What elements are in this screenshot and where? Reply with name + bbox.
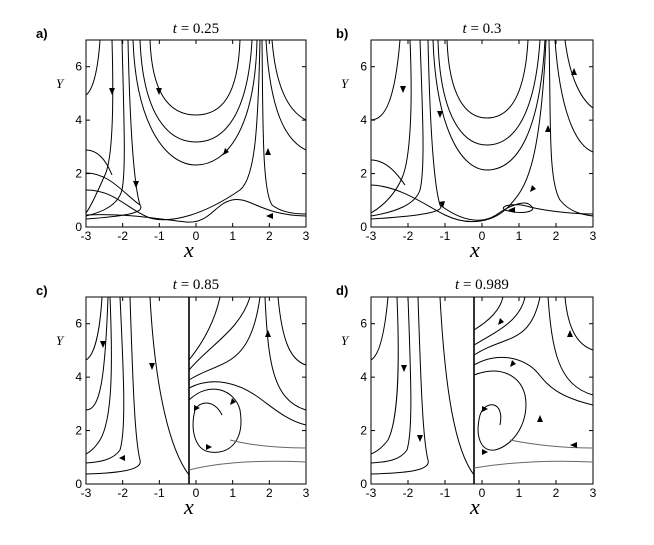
x-tick-label: -3 bbox=[81, 229, 92, 243]
flow-arrows bbox=[401, 318, 577, 455]
y-tick-label: 6 bbox=[75, 317, 82, 331]
y-tick-label: 0 bbox=[75, 220, 82, 234]
x-tick-label: 2 bbox=[553, 486, 560, 500]
y-tick-label: 0 bbox=[360, 220, 367, 234]
x-tick-label: -2 bbox=[403, 486, 414, 500]
y-tick-label: 0 bbox=[75, 477, 82, 491]
x-tick-label: 3 bbox=[303, 229, 310, 243]
panel-b: b) t = 0.3 bbox=[336, 21, 594, 228]
panel-title: t = 0.989 bbox=[455, 277, 509, 293]
y-tick-label: 4 bbox=[75, 113, 82, 127]
flow-arrows bbox=[100, 330, 271, 461]
x-tick-label: -1 bbox=[440, 229, 451, 243]
x-tick-label: -3 bbox=[366, 229, 377, 243]
y-tick-label: 4 bbox=[360, 370, 367, 384]
panel-title: t = 0.25 bbox=[173, 21, 219, 37]
x-tick-label: -2 bbox=[117, 486, 128, 500]
y-tick-label: 6 bbox=[360, 60, 367, 74]
streamlines bbox=[371, 40, 593, 223]
panel-letter: a) bbox=[36, 26, 48, 41]
x-tick-label: -2 bbox=[403, 229, 414, 243]
x-tick-label: 0 bbox=[479, 486, 486, 500]
y-tick-label: 2 bbox=[360, 167, 367, 181]
x-tick-label: 1 bbox=[229, 486, 236, 500]
streamlines bbox=[86, 297, 306, 484]
flow-arrows bbox=[109, 88, 273, 219]
y-tick-label: 0 bbox=[360, 477, 367, 491]
x-tick-label: -1 bbox=[154, 486, 165, 500]
panel-letter: c) bbox=[36, 283, 48, 298]
x-axis-label: x bbox=[183, 494, 194, 519]
panel-d: d) t = 0.989 bbox=[336, 277, 594, 485]
streamlines bbox=[86, 40, 306, 223]
y-tick-label: 6 bbox=[75, 60, 82, 74]
x-tick-label: 3 bbox=[303, 486, 310, 500]
panel-letter: d) bbox=[336, 283, 348, 298]
y-tick-label: 2 bbox=[360, 424, 367, 438]
panel-axes: -3 -2 -1 0 1 2 3 0 2 4 6Yx bbox=[56, 297, 310, 519]
x-tick-label: 2 bbox=[266, 486, 273, 500]
streamlines bbox=[371, 297, 593, 484]
y-tick-label: 4 bbox=[360, 113, 367, 127]
flow-arrows bbox=[400, 68, 577, 213]
x-tick-label: 1 bbox=[229, 229, 236, 243]
y-axis-label: Y bbox=[341, 76, 350, 91]
y-tick-label: 2 bbox=[75, 167, 82, 181]
panel-letter: b) bbox=[336, 26, 348, 41]
x-tick-label: -2 bbox=[117, 229, 128, 243]
x-tick-label: 3 bbox=[590, 486, 597, 500]
y-axis-label: Y bbox=[341, 333, 350, 348]
x-tick-label: 2 bbox=[266, 229, 273, 243]
panel-axes: -3 -2 -1 0 1 2 3 0 2 4 6Yx bbox=[56, 40, 310, 262]
plot-frame bbox=[85, 39, 307, 228]
y-axis-label: Y bbox=[56, 76, 65, 91]
x-tick-label: -3 bbox=[366, 486, 377, 500]
panel-axes: -3 -2 -1 0 1 2 3 0 2 4 6Yx bbox=[341, 40, 597, 262]
x-tick-label: -1 bbox=[154, 229, 165, 243]
x-tick-label: 0 bbox=[193, 229, 200, 243]
x-tick-label: 0 bbox=[193, 486, 200, 500]
x-tick-label: -3 bbox=[81, 486, 92, 500]
x-tick-label: 0 bbox=[479, 229, 486, 243]
panel-title: t = 0.85 bbox=[173, 277, 219, 293]
x-tick-label: 2 bbox=[553, 229, 560, 243]
x-tick-label: 3 bbox=[590, 229, 597, 243]
panel-title: t = 0.3 bbox=[463, 21, 502, 37]
x-axis-label: x bbox=[469, 494, 480, 519]
x-tick-label: 1 bbox=[516, 486, 523, 500]
x-axis-label: x bbox=[183, 237, 194, 262]
panel-c: c) t = 0.85 bbox=[36, 277, 307, 485]
y-tick-label: 4 bbox=[75, 370, 82, 384]
plot-frame bbox=[85, 296, 307, 485]
panel-a: a) t = 0.25 bbox=[36, 21, 307, 228]
panel-axes: -3 -2 -1 0 1 2 3 0 2 4 6Yx bbox=[341, 297, 597, 519]
y-tick-label: 6 bbox=[360, 317, 367, 331]
y-axis-label: Y bbox=[56, 333, 65, 348]
x-tick-label: 1 bbox=[516, 229, 523, 243]
y-tick-label: 2 bbox=[75, 424, 82, 438]
x-tick-label: -1 bbox=[440, 486, 451, 500]
x-axis-label: x bbox=[469, 237, 480, 262]
